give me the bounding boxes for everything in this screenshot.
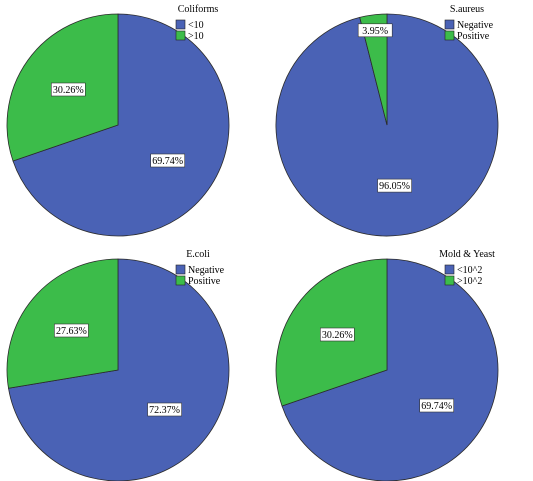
data-label-box [319, 327, 355, 342]
legend-item: >10 [175, 30, 204, 42]
data-label-box [377, 178, 412, 193]
legend-label: >10 [188, 31, 204, 42]
data-label-text: 30.26% [322, 330, 353, 341]
legend: Mold & Yeast <10^2 >10^2 [439, 249, 495, 287]
legend-title: S.aureus [450, 4, 484, 15]
data-label-box [50, 82, 86, 97]
legend-swatch [444, 264, 455, 275]
data-label-text: 3.95% [362, 26, 388, 37]
legend: E.coli Negative Positive [175, 249, 225, 287]
pie-slice [6, 258, 119, 389]
data-label-box [147, 402, 182, 417]
legend-swatch [175, 19, 186, 30]
data-label-text: 69.74% [421, 401, 452, 412]
data-label: 27.63% [54, 323, 89, 338]
data-label: 69.74% [150, 153, 185, 168]
data-label: 30.26% [319, 327, 355, 342]
data-label: 30.26% [50, 82, 86, 97]
legend-label: Negative [188, 265, 225, 276]
data-label-text: 96.05% [379, 181, 410, 192]
data-label-text: 27.63% [56, 326, 87, 337]
legend-title: Mold & Yeast [439, 249, 495, 260]
legend-swatch [175, 275, 186, 286]
legend-item: >10^2 [444, 275, 482, 287]
legend-label: >10^2 [457, 276, 482, 287]
legend-item: Positive [444, 30, 490, 42]
data-label-box [150, 153, 185, 168]
legend-label: <10 [188, 20, 204, 31]
legend-item: <10 [175, 19, 204, 31]
legend-swatch [175, 30, 186, 41]
data-label: 96.05% [377, 178, 412, 193]
legend-title: E.coli [186, 249, 210, 260]
data-label: 69.74% [419, 398, 455, 413]
legend-label: Negative [457, 20, 494, 31]
legend-item: Positive [175, 275, 221, 287]
data-label-box [357, 23, 393, 38]
data-label-text: 72.37% [149, 405, 180, 416]
data-label: 72.37% [147, 402, 182, 417]
legend-label: <10^2 [457, 265, 482, 276]
chart-panel-s-aureus: 96.05% 3.95% S.aureus Negative Positive [275, 4, 499, 237]
legend-swatch [444, 19, 455, 30]
legend-label: Positive [188, 276, 221, 287]
pie-slice [359, 13, 388, 126]
data-label-text: 30.26% [53, 85, 84, 96]
data-label-text: 69.74% [152, 156, 183, 167]
legend: S.aureus Negative Positive [444, 4, 494, 42]
legend-item: Negative [444, 19, 494, 31]
data-label-box [419, 398, 455, 413]
legend-swatch [444, 275, 455, 286]
legend-item: Negative [175, 264, 225, 276]
chart-panel-mold-yeast: 69.74% 30.26% Mold & Yeast <10^2 >10^2 [275, 249, 499, 481]
data-label: 3.95% [357, 23, 393, 38]
legend-swatch [444, 30, 455, 41]
data-label-box [54, 323, 89, 338]
chart-panel-e-coli: 72.37% 27.63% E.coli Negative Positive [6, 249, 230, 481]
legend-swatch [175, 264, 186, 275]
legend-label: Positive [457, 31, 490, 42]
pie-slice [8, 258, 230, 481]
legend: Coliforms <10 >10 [175, 4, 219, 42]
legend-item: <10^2 [444, 264, 482, 276]
chart-panel-coliforms: 69.74% 30.26% Coliforms <10 >10 [6, 4, 230, 237]
legend-title: Coliforms [178, 4, 219, 15]
